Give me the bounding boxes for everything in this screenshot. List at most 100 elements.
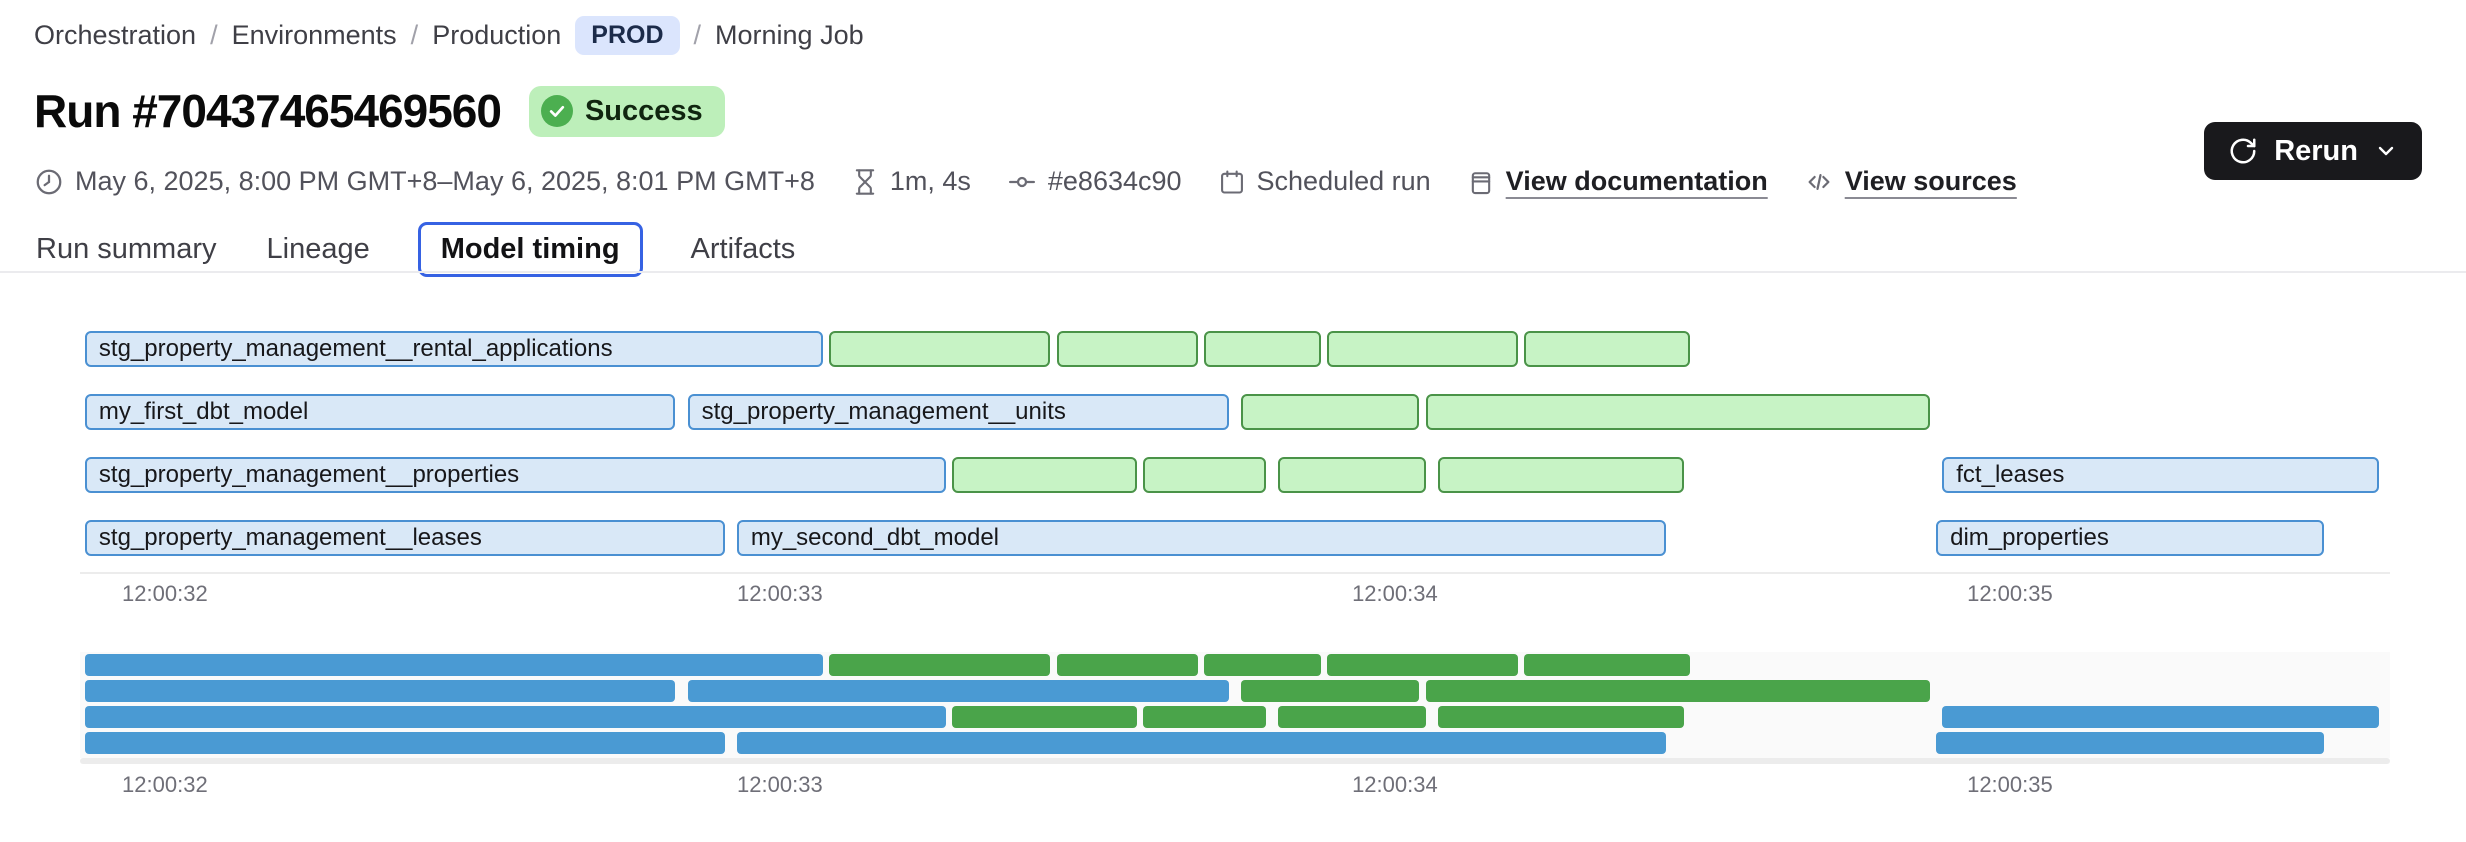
minimap-bar — [84, 680, 676, 702]
tab-run-summary[interactable]: Run summary — [36, 233, 217, 265]
minimap-bar — [1524, 654, 1691, 676]
axis-tick-label: 12:00:35 — [1967, 772, 2053, 797]
minimap-bar — [84, 732, 725, 754]
gantt-bar-label: stg_property_management__units — [701, 398, 1066, 425]
breadcrumb-orchestration[interactable]: Orchestration — [34, 20, 197, 50]
tab-model-timing[interactable]: Model timing — [417, 222, 643, 277]
minimap-bar — [1278, 706, 1426, 728]
environment-badge: PROD — [575, 16, 680, 55]
minimap-bar — [1204, 654, 1322, 676]
run-duration: 1m, 4s — [851, 166, 971, 197]
gantt-bar[interactable] — [1425, 394, 1930, 430]
gantt-bar-label: stg_property_management__leases — [98, 524, 482, 551]
document-icon — [1471, 171, 1490, 194]
minimap-scrollbar[interactable] — [80, 758, 2390, 764]
gantt-row: my_first_dbt_model stg_property_managemen… — [80, 394, 2390, 430]
minimap-row — [80, 732, 2390, 754]
gantt-bar-dim_properties[interactable]: dim_properties — [1936, 520, 2324, 556]
breadcrumb-production[interactable]: Production — [432, 20, 562, 50]
gantt-bar[interactable] — [1437, 457, 1684, 493]
run-meta-row: May 6, 2025, 8:00 PM GMT+8–May 6, 2025, … — [34, 166, 2017, 197]
view-sources-link[interactable]: View sources — [1804, 166, 2017, 197]
chevron-down-icon — [2374, 139, 2398, 163]
minimap-bar — [1425, 680, 1930, 702]
minimap-bar — [687, 680, 1229, 702]
rerun-button[interactable]: Rerun — [2204, 122, 2422, 180]
gantt-bar-stg_property_management__units[interactable]: stg_property_management__units — [687, 394, 1229, 430]
rerun-label: Rerun — [2274, 134, 2358, 167]
gantt-bar[interactable] — [1056, 331, 1199, 367]
gantt-row: stg_property_management__leases my_second… — [80, 520, 2390, 556]
breadcrumb-separator: / — [410, 20, 419, 50]
breadcrumb-separator: / — [693, 20, 702, 50]
axis-tick-label: 12:00:33 — [737, 581, 823, 606]
view-documentation-link[interactable]: View documentation — [1467, 166, 1768, 197]
gantt-bar-label: stg_property_management__properties — [98, 461, 520, 488]
gantt-bar[interactable] — [1204, 331, 1322, 367]
gantt-bar-label: fct_leases — [1956, 461, 2065, 488]
gantt-axis-line — [80, 572, 2390, 574]
minimap-row — [80, 706, 2390, 728]
gantt-bar-stg_property_management__rental_applications[interactable]: stg_property_management__rental_applicat… — [84, 331, 823, 367]
gantt-bar[interactable] — [829, 331, 1051, 367]
timeline-minimap[interactable] — [80, 652, 2390, 758]
axis-tick-label: 12:00:34 — [1352, 772, 1438, 797]
run-tabs: Run summary Lineage Model timing Artifac… — [34, 222, 797, 277]
gantt-bar-fct_leases[interactable]: fct_leases — [1942, 457, 2379, 493]
gantt-bar[interactable] — [1142, 457, 1266, 493]
breadcrumb-environments[interactable]: Environments — [231, 20, 397, 50]
gantt-row: stg_property_management__rental_applicat… — [80, 331, 2390, 367]
gantt-bar-stg_property_management__leases[interactable]: stg_property_management__leases — [84, 520, 725, 556]
minimap-bar — [1936, 732, 2324, 754]
status-badge: Success — [528, 85, 725, 137]
gantt-bar[interactable] — [1241, 394, 1420, 430]
tab-lineage[interactable]: Lineage — [266, 233, 370, 265]
gantt-bar-my_second_dbt_model[interactable]: my_second_dbt_model — [736, 520, 1666, 556]
run-trigger: Scheduled run — [1218, 166, 1431, 197]
minimap-bar — [736, 732, 1666, 754]
gantt-bar[interactable] — [1327, 331, 1518, 367]
tabs-divider — [0, 271, 2466, 273]
gantt-bar-label: stg_property_management__rental_applicat… — [98, 335, 613, 362]
minimap-bar — [1327, 654, 1518, 676]
status-label: Success — [584, 94, 703, 127]
gantt-bar-label: my_second_dbt_model — [750, 524, 999, 551]
minimap-bar — [1142, 706, 1266, 728]
minimap-axis: 12:00:32 12:00:33 12:00:34 12:00:35 — [80, 772, 2390, 800]
gantt-bar-my_first_dbt_model[interactable]: my_first_dbt_model — [84, 394, 676, 430]
breadcrumb-morning-job[interactable]: Morning Job — [715, 20, 864, 50]
minimap-bar — [1241, 680, 1420, 702]
breadcrumb: Orchestration / Environments / Productio… — [34, 16, 864, 55]
code-icon — [1808, 173, 1830, 190]
gantt-rows: stg_property_management__rental_applicat… — [80, 331, 2390, 556]
minimap-bar — [84, 654, 823, 676]
hourglass-icon — [855, 168, 875, 195]
axis-tick-label: 12:00:34 — [1352, 581, 1438, 606]
gantt-axis: 12:00:32 12:00:33 12:00:34 12:00:35 — [80, 581, 2390, 609]
clock-icon — [36, 169, 62, 194]
minimap-row — [80, 680, 2390, 702]
title-row: Run #70437465469560 Success — [34, 84, 725, 138]
gantt-row: stg_property_management__properties fct_l… — [80, 457, 2390, 493]
axis-tick-label: 12:00:32 — [122, 772, 208, 797]
page-title: Run #70437465469560 — [34, 85, 502, 137]
gantt-bar[interactable] — [1524, 331, 1691, 367]
axis-tick-label: 12:00:32 — [122, 581, 208, 606]
minimap-bar — [1942, 706, 2379, 728]
gantt-bar-label: my_first_dbt_model — [98, 398, 309, 425]
gantt-bar[interactable] — [952, 457, 1137, 493]
model-timing-chart: stg_property_management__rental_applicat… — [80, 331, 2390, 831]
gantt-bar-label: dim_properties — [1950, 524, 2109, 551]
minimap-bar — [84, 706, 946, 728]
tab-artifacts[interactable]: Artifacts — [690, 233, 796, 265]
axis-tick-label: 12:00:33 — [737, 772, 823, 797]
gantt-bar[interactable] — [1278, 457, 1426, 493]
minimap-bar — [1437, 706, 1684, 728]
commit-icon — [1008, 176, 1035, 187]
run-datetime: May 6, 2025, 8:00 PM GMT+8–May 6, 2025, … — [34, 166, 815, 197]
calendar-icon — [1220, 169, 1243, 194]
gantt-bar-stg_property_management__properties[interactable]: stg_property_management__properties — [84, 457, 946, 493]
minimap-bar — [1056, 654, 1199, 676]
minimap-row — [80, 654, 2390, 676]
minimap-bar — [829, 654, 1051, 676]
